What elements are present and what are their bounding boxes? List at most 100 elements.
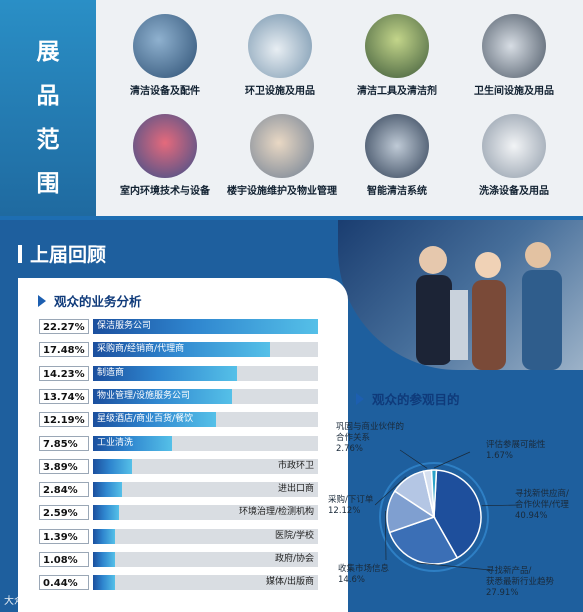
bar-value-label: 1.08%	[39, 552, 89, 567]
bar	[93, 458, 133, 474]
category-photo	[133, 114, 197, 178]
bar-row: 12.19% 星级酒店/商业百货/餐饮	[36, 412, 318, 428]
watermark-text: 大众点评	[4, 596, 44, 607]
bar-track: 媒体/出版商	[93, 575, 318, 591]
bar-value-label: 0.44%	[39, 575, 89, 591]
pie-label: 寻找新产品/获悉最新行业趋势 27.91%	[486, 566, 554, 599]
pie-label: 巩固与商业伙伴的 合作关系 2.76%	[336, 422, 404, 455]
pie-leader-line	[481, 504, 521, 507]
bar	[93, 575, 115, 591]
bar-value-label: 2.84%	[39, 482, 89, 498]
bar-category-label: 星级酒店/商业百货/餐饮	[97, 414, 194, 425]
bar-track: 进出口商	[93, 482, 318, 498]
category-item: 清洁工具及清洁剂	[337, 14, 457, 97]
title-char: 展	[36, 39, 60, 65]
pie-leader-line	[374, 476, 407, 506]
pie-label-value: 14.6%	[338, 575, 366, 585]
bar-category-label: 政府/协会	[274, 554, 314, 564]
bar-track: 星级酒店/商业百货/餐饮	[93, 412, 318, 428]
pie-label-value: 1.67%	[486, 451, 514, 461]
category-label: 楼宇设施维护及物业管理	[227, 186, 337, 197]
bar	[93, 528, 115, 544]
pie-slice	[433, 469, 482, 559]
category-item: 环卫设施及用品	[220, 14, 340, 97]
exhibit-range-title: 展 品 范 围	[31, 30, 65, 206]
pie-label: 收集市场信息 14.6%	[338, 564, 389, 586]
bar-value-label: 3.89%	[39, 458, 89, 474]
bar-value-label: 12.19%	[39, 412, 89, 428]
purpose-heading: 观众的参观目的	[356, 389, 460, 408]
pie-leader-line	[399, 449, 428, 469]
bar-row: 2.84% 进出口商	[36, 482, 318, 498]
bar-track: 物业管理/设施服务公司	[93, 388, 318, 404]
bar-row: 13.74% 物业管理/设施服务公司	[36, 388, 318, 405]
pie-label-name: 收集市场信息	[338, 564, 390, 574]
bar-category-label: 医院/学校	[274, 530, 314, 541]
bar-value-label: 7.85%	[39, 435, 89, 451]
pie-label: 采购/下订单 12.12%	[328, 495, 373, 517]
bar-track: 政府/协会	[93, 552, 318, 567]
bar-row: 3.89% 市政环卫	[36, 458, 318, 475]
triangle-bullet-icon	[356, 393, 364, 405]
bar-row: 7.85% 工业清洗	[36, 435, 318, 452]
title-char: 品	[36, 83, 60, 109]
title-char: 围	[36, 171, 60, 197]
bar-category-label: 工业清洗	[97, 437, 134, 448]
bar-track: 医院/学校	[93, 528, 318, 544]
pie-leader-line	[433, 451, 471, 469]
bar-category-label: 采购商/经销商/代理商	[97, 344, 185, 355]
bar	[93, 552, 115, 567]
bar-row: 1.08% 政府/协会	[36, 552, 318, 568]
bar: 采购商/经销商/代理商	[93, 342, 270, 358]
category-label: 环卫设施及用品	[245, 86, 315, 97]
bar-row: 2.59% 环境治理/检测机构	[36, 505, 318, 521]
bar-row: 17.48% 采购商/经销商/代理商	[36, 342, 318, 358]
bar: 保洁服务公司	[93, 319, 318, 334]
pie-outer-ring	[379, 462, 489, 572]
heading-accent-bar	[18, 245, 22, 263]
bar-row: 22.27% 保洁服务公司	[36, 319, 318, 335]
pie-label-name: 获悉最新行业趋势	[486, 577, 555, 587]
pie-label-value: 40.94%	[515, 511, 548, 521]
pie-label: 评估参展可能性 1.67%	[486, 440, 546, 462]
pie-label: 寻找新供应商/合作伙伴/代理 40.94%	[515, 489, 569, 522]
exhibit-range-section: 展 品 范 围 清洁设备及配件 环卫设施及用品 清洁工具及清洁剂 卫生间设施及用…	[0, 0, 583, 216]
bar: 物业管理/设施服务公司	[93, 388, 232, 404]
category-photo	[365, 114, 429, 178]
category-photo	[365, 14, 429, 78]
pie-label-name: 寻找新产品/	[486, 566, 532, 576]
category-item: 室内环境技术与设备	[105, 114, 225, 197]
category-photo	[248, 14, 312, 78]
bar: 制造商	[93, 365, 237, 381]
category-photo	[482, 14, 546, 78]
bar	[93, 482, 122, 498]
bar-category-label: 媒体/出版商	[265, 577, 314, 588]
category-photo	[482, 114, 546, 178]
purpose-title: 观众的参观目的	[372, 392, 460, 407]
review-title: 上届回顾	[30, 244, 107, 266]
bar-track: 制造商	[93, 365, 318, 381]
bar-row: 1.39% 医院/学校	[36, 528, 318, 545]
bar-row: 0.44% 媒体/出版商	[36, 575, 318, 591]
exhibit-range-title-panel: 展 品 范 围	[0, 0, 96, 216]
pie-label-name: 巩固与商业伙伴的	[336, 422, 405, 432]
bar-value-label: 13.74%	[39, 388, 89, 404]
category-item: 洗涤设备及用品	[454, 114, 574, 197]
bar	[93, 505, 120, 521]
pie-label-name: 采购/下订单	[328, 495, 374, 505]
bar-track: 采购商/经销商/代理商	[93, 342, 318, 358]
category-label: 智能清洁系统	[367, 186, 427, 197]
section-divider	[0, 216, 583, 220]
triangle-bullet-icon	[38, 295, 46, 307]
pie-label-name: 合作伙伴/代理	[515, 500, 569, 510]
business-analysis-title: 观众的业务分析	[54, 294, 142, 309]
business-analysis-heading: 观众的业务分析	[38, 291, 142, 310]
pie-label-value: 27.91%	[486, 588, 519, 598]
bar-category-label: 物业管理/设施服务公司	[97, 390, 191, 401]
bar-track: 保洁服务公司	[93, 319, 318, 334]
bar-track: 环境治理/检测机构	[93, 505, 318, 521]
bar-track: 工业清洗	[93, 435, 318, 451]
bar-value-label: 1.39%	[39, 528, 89, 544]
bar-category-label: 制造商	[97, 367, 125, 378]
category-item: 智能清洁系统	[337, 114, 457, 197]
